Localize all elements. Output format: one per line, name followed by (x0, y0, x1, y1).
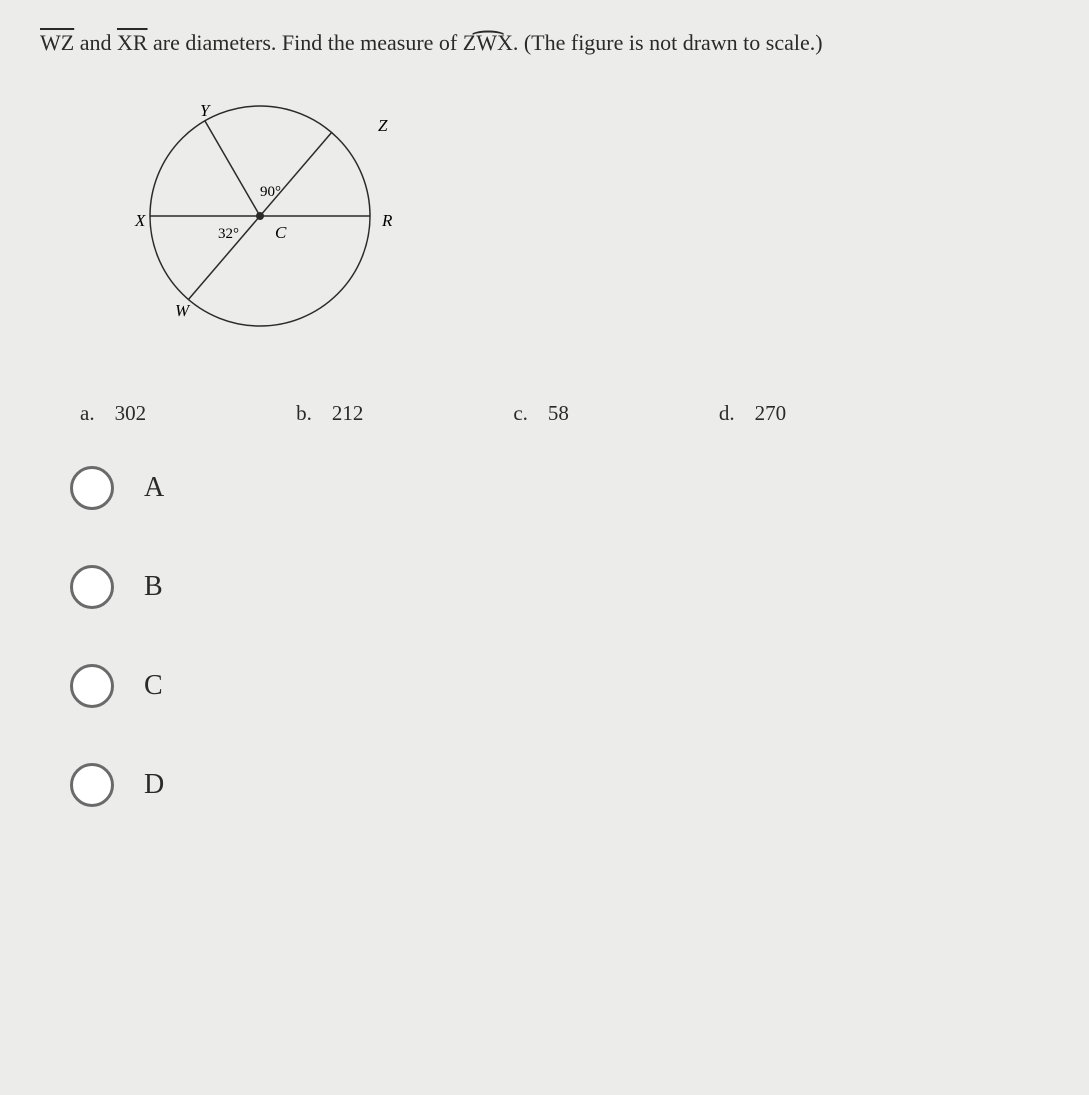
segment-xr: XR (117, 30, 148, 55)
segment-wz: WZ (40, 30, 74, 55)
label-w: W (175, 301, 191, 320)
option-b[interactable]: B (70, 565, 1049, 609)
choice-d: d. 270 (719, 401, 786, 426)
center-dot (256, 212, 264, 220)
choice-c: c. 58 (513, 401, 569, 426)
radio-icon (70, 466, 114, 510)
radio-icon (70, 763, 114, 807)
option-label: D (144, 769, 164, 801)
option-label: B (144, 571, 163, 603)
label-c: C (275, 223, 287, 242)
label-90: 90° (260, 184, 281, 200)
answer-choices: a. 302 b. 212 c. 58 d. 270 (80, 401, 1049, 426)
label-r: R (381, 211, 393, 230)
option-c[interactable]: C (70, 664, 1049, 708)
diagram-svg: Y Z X R W C 90° 32° (100, 86, 430, 356)
option-d[interactable]: D (70, 763, 1049, 807)
radio-icon (70, 664, 114, 708)
option-label: C (144, 670, 163, 702)
label-z: Z (378, 116, 388, 135)
circle-diagram: Y Z X R W C 90° 32° (100, 86, 1049, 361)
arc-zwx: ZWX (463, 30, 513, 56)
label-x: X (134, 211, 146, 230)
option-label: A (144, 472, 164, 504)
radio-options: A B C D (70, 466, 1049, 807)
option-a[interactable]: A (70, 466, 1049, 510)
choice-a: a. 302 (80, 401, 146, 426)
label-y: Y (200, 101, 211, 120)
line-cy (205, 121, 260, 216)
radio-icon (70, 565, 114, 609)
label-32: 32° (218, 226, 239, 242)
question-text: WZ and XR are diameters. Find the measur… (40, 30, 1049, 56)
choice-b: b. 212 (296, 401, 363, 426)
